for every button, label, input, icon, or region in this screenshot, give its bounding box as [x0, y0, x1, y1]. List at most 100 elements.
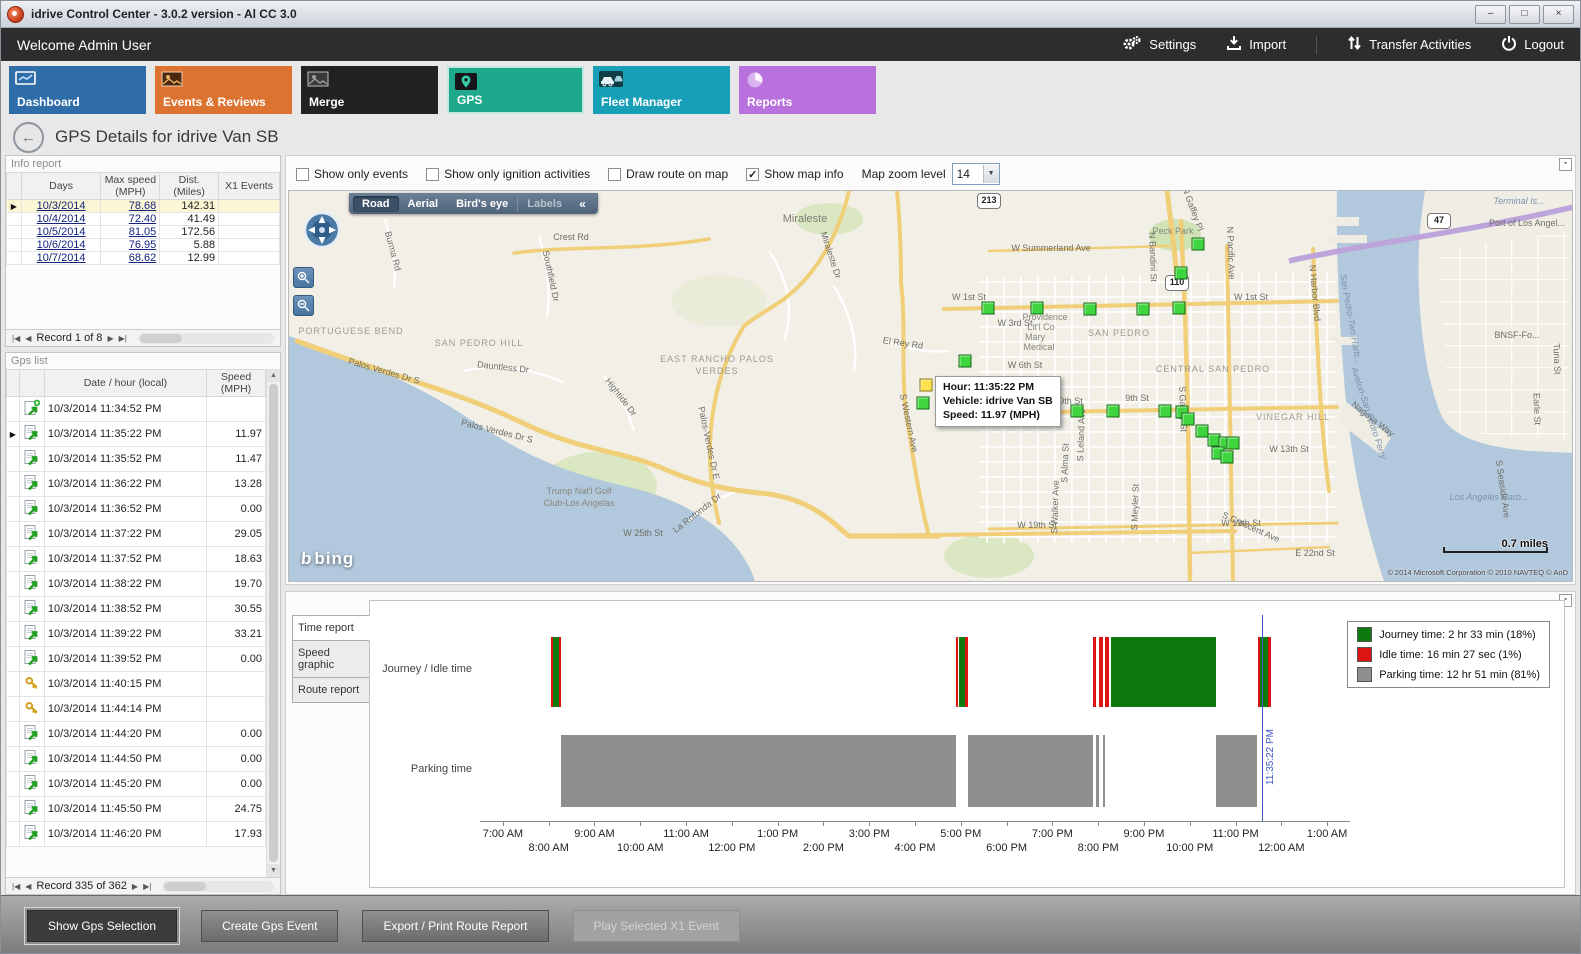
- parking-bar[interactable]: [967, 735, 1093, 807]
- days-cell[interactable]: 10/7/2014: [20, 251, 102, 265]
- gps-row[interactable]: 10/3/2014 11:37:22 PM 29.05: [6, 521, 266, 547]
- next-page-button[interactable]: ▶: [131, 881, 139, 891]
- gps-row[interactable]: 10/3/2014 11:40:15 PM: [6, 671, 266, 697]
- idle-bar[interactable]: [965, 637, 968, 707]
- tab-time-report[interactable]: Time report: [292, 615, 370, 641]
- journey-bar[interactable]: [958, 637, 966, 707]
- gps-row[interactable]: 10/3/2014 11:39:22 PM 33.21: [6, 621, 266, 647]
- prev-page-button[interactable]: ◀: [25, 333, 32, 343]
- idle-bar[interactable]: [550, 637, 554, 707]
- first-page-button[interactable]: |◀: [12, 333, 21, 343]
- gps-row[interactable]: 10/3/2014 11:38:52 PM 30.55: [6, 596, 266, 622]
- column-header[interactable]: Max speed (MPH): [100, 172, 161, 200]
- column-header[interactable]: Dist. (Miles): [159, 172, 220, 200]
- parking-bar[interactable]: [561, 735, 957, 807]
- map-style-aerial[interactable]: Aerial: [407, 197, 439, 210]
- back-button[interactable]: ←: [13, 121, 44, 153]
- checkbox-show-only-ignition-activities[interactable]: Show only ignition activities: [426, 167, 590, 181]
- idle-bar[interactable]: [1092, 637, 1097, 707]
- gps-marker[interactable]: [1195, 424, 1209, 438]
- checkbox-box[interactable]: ✓: [746, 167, 760, 181]
- gps-row[interactable]: 10/3/2014 11:36:52 PM 0.00: [6, 496, 266, 522]
- gps-row[interactable]: ▶ 10/3/2014 11:35:22 PM 11.97: [6, 421, 266, 447]
- gps-marker[interactable]: [1136, 302, 1150, 316]
- journey-bar[interactable]: [1110, 637, 1216, 707]
- tab-route-report[interactable]: Route report: [292, 677, 370, 703]
- column-header[interactable]: Date / hour (local): [43, 369, 208, 397]
- parking-bar[interactable]: [1096, 735, 1100, 807]
- gps-marker[interactable]: [1174, 266, 1188, 280]
- table-row[interactable]: 10/6/2014 76.95 5.88: [6, 238, 280, 252]
- map-zoom-select[interactable]: 14 ▼: [951, 163, 1000, 185]
- maximize-button[interactable]: □: [1509, 4, 1540, 24]
- tab-speed-graphic[interactable]: Speed graphic: [292, 640, 370, 678]
- checkbox-show-map-info[interactable]: ✓ Show map info: [746, 167, 844, 181]
- gps-row[interactable]: 10/3/2014 11:35:52 PM 11.47: [6, 446, 266, 472]
- scroll-thumb[interactable]: [269, 384, 278, 862]
- settings-button[interactable]: Settings: [1122, 35, 1196, 55]
- table-row[interactable]: 10/7/2014 68.62 12.99: [6, 251, 280, 265]
- gps-vscrollbar[interactable]: ▲ ▼: [266, 369, 280, 877]
- max-speed-cell[interactable]: 78.68: [100, 199, 161, 213]
- gps-row[interactable]: 10/3/2014 11:44:20 PM 0.00: [6, 721, 266, 747]
- minimize-button[interactable]: –: [1475, 4, 1506, 24]
- gps-marker[interactable]: [981, 301, 995, 315]
- zoom-out-button[interactable]: [293, 295, 314, 316]
- scroll-up-icon[interactable]: ▲: [267, 369, 280, 382]
- info-hscrollbar[interactable]: [137, 332, 274, 344]
- close-button[interactable]: ×: [1543, 4, 1574, 24]
- gps-marker[interactable]: [1220, 450, 1234, 464]
- gps-marker[interactable]: [1158, 404, 1172, 418]
- gps-marker[interactable]: [916, 396, 930, 410]
- idle-bar[interactable]: [1099, 637, 1103, 707]
- gps-marker[interactable]: [1106, 404, 1120, 418]
- map-style-labels[interactable]: Labels: [517, 195, 571, 212]
- prev-page-button[interactable]: ◀: [25, 881, 32, 891]
- gps-row[interactable]: 10/3/2014 11:39:52 PM 0.00: [6, 646, 266, 672]
- table-row[interactable]: ▶ 10/3/2014 78.68 142.31: [6, 199, 280, 213]
- column-header[interactable]: Speed (MPH): [206, 369, 266, 397]
- idle-bar[interactable]: [1105, 637, 1110, 707]
- gps-marker[interactable]: [1083, 302, 1097, 316]
- parking-bar[interactable]: [1215, 735, 1258, 807]
- import-button[interactable]: Import: [1226, 35, 1286, 54]
- gps-row[interactable]: 10/3/2014 11:44:14 PM: [6, 696, 266, 722]
- gps-hscrollbar[interactable]: [162, 880, 274, 892]
- checkbox-box[interactable]: [608, 167, 622, 181]
- max-speed-cell[interactable]: 81.05: [100, 225, 161, 239]
- max-speed-cell[interactable]: 68.62: [100, 251, 161, 265]
- next-page-button[interactable]: ▶: [107, 333, 114, 343]
- idle-bar[interactable]: [1257, 637, 1261, 707]
- map-navbar-collapse[interactable]: «: [579, 196, 586, 211]
- gps-marker[interactable]: [1191, 237, 1205, 251]
- gps-row[interactable]: 10/3/2014 11:45:20 PM 0.00: [6, 771, 266, 797]
- gps-row[interactable]: 10/3/2014 11:36:22 PM 13.28: [6, 471, 266, 497]
- map-compass[interactable]: [299, 207, 345, 258]
- tab-dashboard[interactable]: Dashboard: [9, 66, 146, 114]
- gps-row[interactable]: 10/3/2014 11:37:52 PM 18.63: [6, 546, 266, 572]
- gps-marker[interactable]: [1030, 301, 1044, 315]
- table-row[interactable]: 10/4/2014 72.40 41.49: [6, 212, 280, 226]
- scroll-down-icon[interactable]: ▼: [267, 864, 280, 877]
- checkbox-show-only-events[interactable]: Show only events: [296, 167, 408, 181]
- transfer-activities-button[interactable]: Transfer Activities: [1347, 35, 1471, 54]
- parking-bar[interactable]: [1102, 735, 1106, 807]
- idle-bar[interactable]: [1268, 637, 1272, 707]
- gps-row[interactable]: 10/3/2014 11:45:50 PM 24.75: [6, 796, 266, 822]
- journey-bar[interactable]: [1260, 637, 1269, 707]
- gps-marker[interactable]: [1172, 301, 1186, 315]
- last-page-button[interactable]: ▶|: [143, 881, 152, 891]
- days-cell[interactable]: 10/5/2014: [20, 225, 102, 239]
- table-row[interactable]: 10/5/2014 81.05 172.56: [6, 225, 280, 239]
- create-gps-event-button[interactable]: Create Gps Event: [201, 910, 339, 942]
- tab-merge[interactable]: Merge: [301, 66, 438, 114]
- gps-marker[interactable]: [1181, 412, 1195, 426]
- selected-gps-marker[interactable]: [919, 378, 933, 392]
- gps-marker[interactable]: [1070, 404, 1084, 418]
- checkbox-draw-route-on-map[interactable]: Draw route on map: [608, 167, 728, 181]
- gps-marker[interactable]: [958, 354, 972, 368]
- idle-bar[interactable]: [956, 637, 959, 707]
- gps-row[interactable]: 10/3/2014 11:38:22 PM 19.70: [6, 571, 266, 597]
- tab-reports[interactable]: Reports: [739, 66, 876, 114]
- column-header[interactable]: Days: [20, 172, 102, 200]
